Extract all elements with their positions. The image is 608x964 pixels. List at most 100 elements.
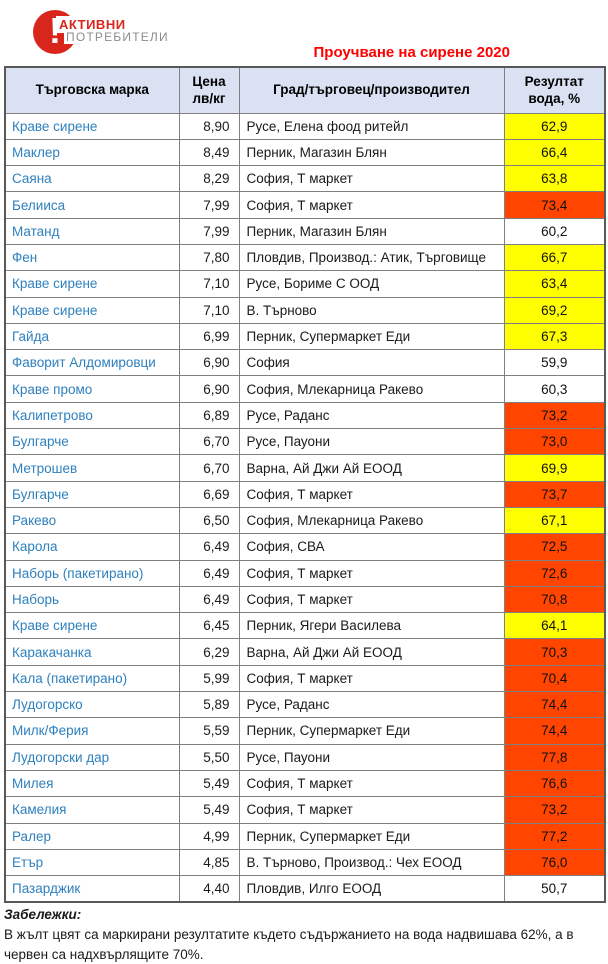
price-cell: 7,99 — [178, 191, 240, 219]
brand-cell[interactable]: Булгарче — [4, 480, 180, 508]
brand-cell[interactable]: Карола — [4, 533, 180, 561]
brand-cell[interactable]: Кала (пакетирано) — [4, 664, 180, 693]
brand-cell[interactable]: Лудогорски дар — [4, 743, 180, 771]
table-row: Пазарджик 4,40 Пловдив, Илго ЕООД 50,7 — [4, 875, 606, 903]
brand-cell[interactable]: Милк/Ферия — [4, 717, 180, 745]
brand-cell[interactable]: Наборь (пакетирано) — [4, 559, 180, 587]
brand-cell[interactable]: Краве сирене — [4, 612, 180, 640]
price-cell: 7,80 — [178, 243, 240, 272]
brand-cell[interactable]: Матанд — [4, 217, 180, 245]
result-cell: 60,2 — [503, 217, 606, 245]
brand-cell[interactable]: Каракачанка — [4, 638, 180, 666]
header-city: Град/търговец/производител — [238, 66, 505, 114]
table-row: Кала (пакетирано) 5,99 София, Т маркет 70,4 — [4, 664, 606, 693]
city-cell: Перник, Супермаркет Еди — [238, 822, 505, 850]
result-cell: 59,9 — [503, 349, 606, 377]
city-cell: Русе, Елена фоод ритейл — [238, 112, 505, 140]
brand-cell[interactable]: Метрошев — [4, 454, 180, 482]
price-cell: 7,10 — [178, 270, 240, 298]
city-cell: В. Търново, Производ.: Чех ЕООД — [238, 848, 505, 877]
city-cell: София, Т маркет — [238, 664, 505, 693]
result-cell: 63,8 — [503, 165, 606, 193]
table-row: Белииса 7,99 София, Т маркет 73,4 — [4, 191, 606, 219]
city-cell: Пловдив, Производ.: Атик, Търговище — [238, 243, 505, 272]
notes-text: В жълт цвят са маркирани резултатите къд… — [4, 927, 574, 962]
brand-cell[interactable]: Камелия — [4, 796, 180, 824]
result-cell: 66,7 — [503, 243, 606, 272]
brand-cell[interactable]: Пазарджик — [4, 875, 180, 903]
notes: Забележки: В жълт цвят са маркирани резу… — [4, 907, 605, 964]
price-cell: 5,89 — [178, 691, 240, 719]
table-row: Краве сирене 7,10 Русе, Бориме С ООД 63,4 — [4, 270, 606, 298]
city-cell: Перник, Магазин Блян — [238, 217, 505, 245]
brand-cell[interactable]: Ралер — [4, 822, 180, 850]
price-cell: 6,50 — [178, 506, 240, 535]
price-cell: 6,49 — [178, 559, 240, 587]
city-cell: София, Млекарница Ракево — [238, 506, 505, 535]
table-row: Карола 6,49 София, СВА 72,5 — [4, 533, 606, 561]
city-cell: Пловдив, Илго ЕООД — [238, 875, 505, 903]
result-cell: 69,2 — [503, 296, 606, 324]
brand-cell[interactable]: Краве промо — [4, 375, 180, 403]
table-row: Краве промо 6,90 София, Млекарница Ракево 6… — [4, 375, 606, 403]
brand-cell[interactable]: Ракево — [4, 506, 180, 535]
brand-cell[interactable]: Фен — [4, 243, 180, 272]
price-cell: 6,99 — [178, 322, 240, 351]
brand-cell[interactable]: Булгарче — [4, 428, 180, 456]
city-cell: София, Млекарница Ракево — [238, 375, 505, 403]
table-row: Фен 7,80 Пловдив, Производ.: Атик, Търгови… — [4, 243, 606, 272]
table-row: Лудогорски дар 5,50 Русе, Пауони 77,8 — [4, 743, 606, 771]
result-cell: 77,2 — [503, 822, 606, 850]
price-cell: 6,69 — [178, 480, 240, 508]
brand-cell[interactable]: Маклер — [4, 138, 180, 167]
city-cell: София, Т маркет — [238, 585, 505, 614]
table-row: Етър 4,85 В. Търново, Производ.: Чех ЕООД 7… — [4, 848, 606, 877]
city-cell: Перник, Супермаркет Еди — [238, 717, 505, 745]
result-cell: 62,9 — [503, 112, 606, 140]
brand-cell[interactable]: Краве сирене — [4, 112, 180, 140]
city-cell: Перник, Ягери Василева — [238, 612, 505, 640]
result-cell: 70,8 — [503, 585, 606, 614]
table-row: Калипетрово 6,89 Русе, Раданс 73,2 — [4, 401, 606, 430]
header-result: Резултат вода, % — [503, 66, 606, 114]
result-cell: 50,7 — [503, 875, 606, 903]
city-cell: Русе, Раданс — [238, 401, 505, 430]
table-row: Краве сирене 8,90 Русе, Елена фоод ритейл 6… — [4, 112, 606, 140]
result-cell: 63,4 — [503, 270, 606, 298]
table-row: Краве сирене 7,10 В. Търново 69,2 — [4, 296, 606, 324]
result-cell: 67,3 — [503, 322, 606, 351]
price-cell: 6,49 — [178, 533, 240, 561]
price-cell: 7,10 — [178, 296, 240, 324]
city-cell: Русе, Пауони — [238, 743, 505, 771]
city-cell: Русе, Раданс — [238, 691, 505, 719]
brand-cell[interactable]: Саяна — [4, 165, 180, 193]
brand-cell[interactable]: Гайда — [4, 322, 180, 351]
result-cell: 73,7 — [503, 480, 606, 508]
brand-cell[interactable]: Милея — [4, 769, 180, 798]
city-cell: Русе, Пауони — [238, 428, 505, 456]
brand-cell[interactable]: Краве сирене — [4, 270, 180, 298]
city-cell: София, Т маркет — [238, 559, 505, 587]
result-cell: 73,4 — [503, 191, 606, 219]
page-title: Проучване на сирене 2020 — [313, 44, 510, 61]
brand-cell[interactable]: Калипетрово — [4, 401, 180, 430]
price-cell: 4,99 — [178, 822, 240, 850]
brand-cell[interactable]: Белииса — [4, 191, 180, 219]
table-row: Гайда 6,99 Перник, Супермаркет Еди 67,3 — [4, 322, 606, 351]
brand-cell[interactable]: Етър — [4, 848, 180, 877]
table-row: Камелия 5,49 София, Т маркет 73,2 — [4, 796, 606, 824]
table-row: Булгарче 6,70 Русе, Пауони 73,0 — [4, 428, 606, 456]
brand-cell[interactable]: Фаворит Алдомировци — [4, 349, 180, 377]
notes-label: Забележки: — [4, 907, 82, 922]
city-cell: Варна, Ай Джи Ай ЕООД — [238, 454, 505, 482]
result-cell: 69,9 — [503, 454, 606, 482]
table-row: Каракачанка 6,29 Варна, Ай Джи Ай ЕООД 70,3 — [4, 638, 606, 666]
header-price: Цена лв/кг — [178, 66, 240, 114]
brand-cell[interactable]: Краве сирене — [4, 296, 180, 324]
brand-cell[interactable]: Лудогорско — [4, 691, 180, 719]
header-brand: Търговска марка — [4, 66, 180, 114]
result-cell: 74,4 — [503, 717, 606, 745]
brand-cell[interactable]: Наборь — [4, 585, 180, 614]
table-row: Маклер 8,49 Перник, Магазин Блян 66,4 — [4, 138, 606, 167]
table-row: Фаворит Алдомировци 6,90 София 59,9 — [4, 349, 606, 377]
